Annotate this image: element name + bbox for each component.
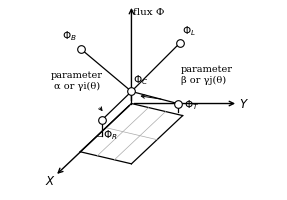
Text: $\Phi_C$: $\Phi_C$ <box>133 73 149 87</box>
Text: flux Φ: flux Φ <box>133 8 165 17</box>
Text: $\Phi_B$: $\Phi_B$ <box>62 29 77 43</box>
Text: X: X <box>45 174 53 187</box>
Text: $\Phi_L$: $\Phi_L$ <box>182 24 195 38</box>
Text: $\Phi_R$: $\Phi_R$ <box>103 128 118 142</box>
Text: β or γj(θ): β or γj(θ) <box>181 76 226 85</box>
Text: α or γi(θ): α or γi(θ) <box>54 82 100 91</box>
Text: parameter: parameter <box>181 65 233 74</box>
Text: $\Phi_T$: $\Phi_T$ <box>184 98 199 112</box>
Text: Y: Y <box>239 98 246 110</box>
Text: parameter: parameter <box>51 71 103 80</box>
